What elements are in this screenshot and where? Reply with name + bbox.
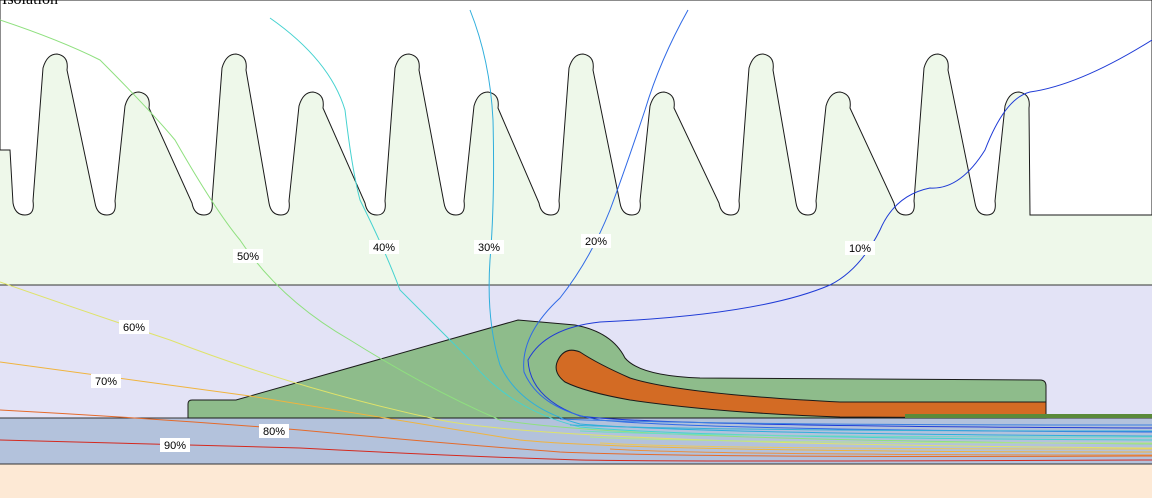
- contour-label-bg: [369, 240, 399, 254]
- contour-label-text: 20%: [585, 236, 607, 248]
- contour-label-3: 30%: [474, 240, 504, 254]
- contour-label-8: 80%: [259, 424, 289, 438]
- contour-label-text: 90%: [164, 440, 186, 452]
- contour-label-text: 40%: [373, 242, 395, 254]
- contour-label-bg: [91, 374, 121, 388]
- contour-label-bg: [474, 240, 504, 254]
- contour-label-bg: [233, 249, 263, 263]
- contour-label-2: 20%: [581, 234, 611, 248]
- contour-line-fan-4: [589, 436, 1152, 444]
- contour-line-fan-1: [559, 418, 1152, 426]
- contour-lines: [0, 9, 1152, 462]
- insulation-body: [187, 319, 1047, 419]
- contour-line-1: [527, 39, 1152, 429]
- comb-cutout: [0, 0, 1152, 216]
- contour-line-7: [0, 361, 1152, 453]
- contour-label-7: 70%: [91, 374, 121, 388]
- contour-label-text: 50%: [237, 251, 259, 263]
- contour-labels: 10% 20% 30% 40% 50% 60% 70% 80% 90%: [91, 234, 875, 452]
- contour-label-text: 70%: [95, 376, 117, 388]
- contour-label-1: 10%: [845, 241, 875, 255]
- contour-label-text: 60%: [123, 322, 145, 334]
- contour-line-2: [523, 9, 1152, 433]
- contour-label-9: 90%: [160, 438, 190, 452]
- contour-label-bg: [845, 241, 875, 255]
- contour-line-6: [0, 281, 1152, 449]
- contour-line-fan-3: [579, 430, 1152, 438]
- ground-strip: [905, 414, 1152, 418]
- contour-line-3: [469, 9, 1152, 437]
- contour-line-fan-6: [609, 448, 1152, 456]
- contour-line-8: [0, 409, 1152, 457]
- contour-label-text: 80%: [263, 426, 285, 438]
- contour-label-text: 10%: [849, 243, 871, 255]
- contour-line-fan-2: [569, 424, 1152, 432]
- contour-label-4: 40%: [369, 240, 399, 254]
- contour-label-bg: [119, 320, 149, 334]
- contour-label-text: 30%: [478, 242, 500, 254]
- contour-label-5: 50%: [233, 249, 263, 263]
- contour-label-bg: [259, 424, 289, 438]
- contour-label-bg: [160, 438, 190, 452]
- page-title: Isolation: [2, 0, 58, 9]
- contour-line-fan-5: [599, 442, 1152, 450]
- contour-label-bg: [581, 234, 611, 248]
- contour-label-6: 60%: [119, 320, 149, 334]
- bottom-region: [0, 464, 1152, 498]
